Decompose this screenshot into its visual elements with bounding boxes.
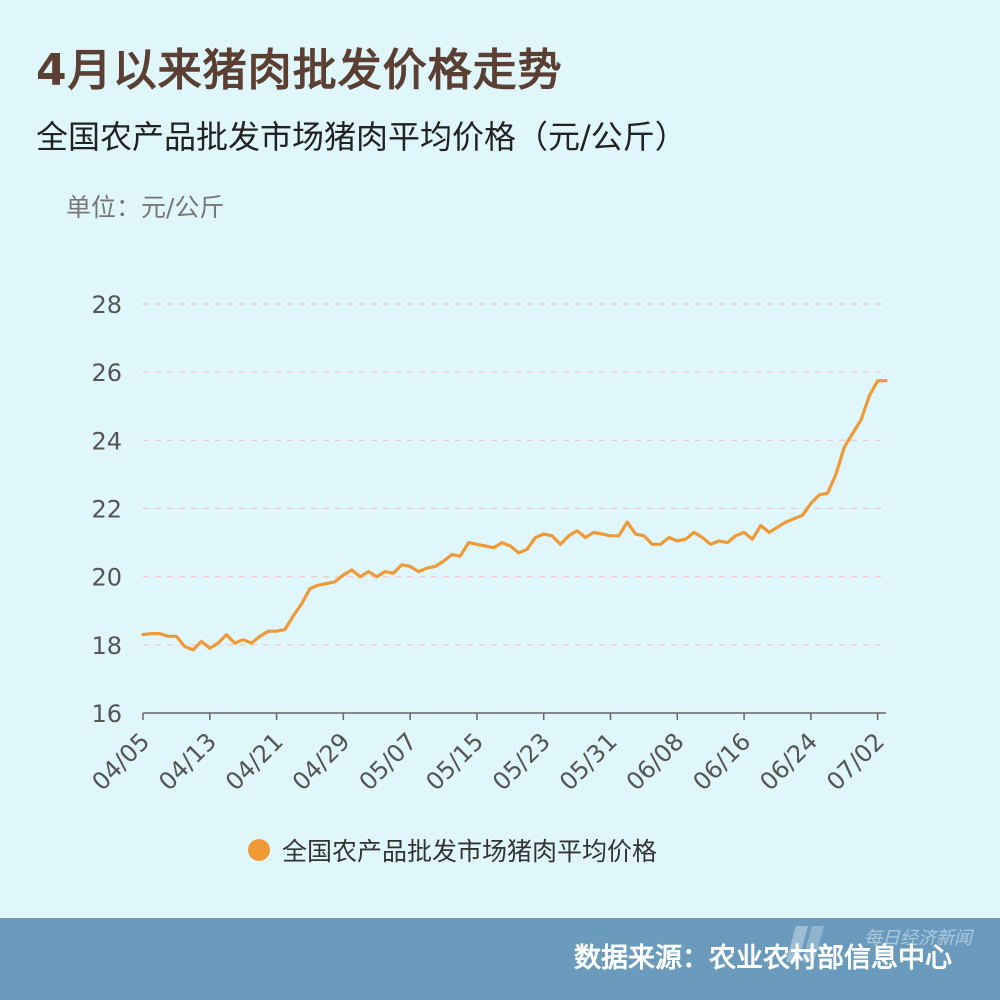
y-tick-label: 20 — [91, 564, 122, 592]
series-line — [141, 379, 888, 652]
x-tick-label: 04/05 — [87, 727, 156, 796]
watermark-text: 每日经济新闻 — [864, 928, 972, 949]
data-source: 数据来源：农业农村部信息中心 — [574, 943, 952, 974]
x-tick-label: 05/07 — [354, 727, 423, 796]
x-tick-label: 06/24 — [754, 727, 823, 796]
y-tick-label: 22 — [91, 496, 122, 524]
legend-label: 全国农产品批发市场猪肉平均价格 — [282, 837, 658, 866]
grid-lines — [143, 303, 886, 646]
watermark-logo-icon — [786, 926, 824, 962]
legend: 全国农产品批发市场猪肉平均价格 — [248, 832, 657, 868]
footer-bar: 每日经济新闻 数据来源：农业农村部信息中心 — [0, 918, 1000, 1000]
x-tick-label: 04/13 — [153, 727, 222, 796]
x-tick-label: 05/31 — [554, 727, 623, 796]
y-tick-label: 18 — [91, 632, 122, 660]
series-layer — [141, 379, 888, 652]
legend-marker — [248, 839, 270, 861]
x-tick-label: 05/23 — [487, 727, 556, 796]
x-tick-label: 06/16 — [688, 727, 757, 796]
x-axis: 04/0504/1304/2104/2905/0705/1505/2305/31… — [87, 712, 890, 796]
unit-label: 单位：元/公斤 — [66, 193, 225, 222]
y-tick-label: 26 — [91, 359, 122, 387]
x-tick-label: 07/02 — [821, 727, 890, 796]
x-tick-label: 04/21 — [220, 727, 289, 796]
line-chart: 16 18 20 22 24 26 28 04/0504/1304/2104/2905/07… — [87, 291, 890, 796]
y-tick-label: 16 — [91, 700, 122, 728]
y-tick-label: 24 — [91, 427, 122, 455]
x-tick-label: 06/08 — [621, 727, 690, 796]
x-tick-label: 04/29 — [287, 727, 356, 796]
y-tick-label: 28 — [91, 291, 122, 319]
x-tick-label: 05/15 — [420, 727, 489, 796]
y-axis-ticks: 16 18 20 22 24 26 28 — [91, 291, 122, 728]
chart-subtitle: 全国农产品批发市场猪肉平均价格（元/公斤） — [36, 118, 687, 156]
chart-title: 4月以来猪肉批发价格走势 — [36, 45, 563, 96]
